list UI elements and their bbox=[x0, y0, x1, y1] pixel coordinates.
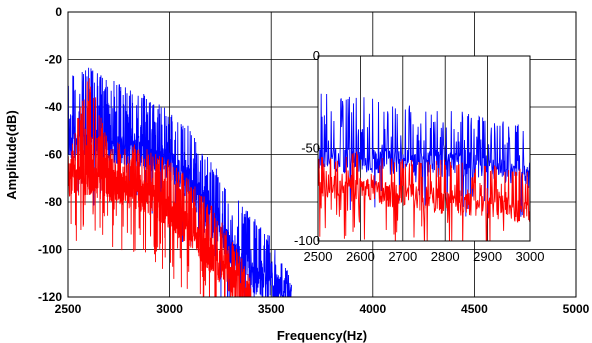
inset-x-ticks: 2500 2600 2700 2800 2900 3000 bbox=[304, 249, 545, 264]
main-x-tick-label: 3000 bbox=[156, 302, 183, 316]
inset-x-tick-label: 2600 bbox=[346, 249, 375, 264]
main-y-tick-label: -80 bbox=[45, 195, 63, 209]
inset-y-tick-label: -100 bbox=[294, 233, 320, 248]
inset-series-red-line bbox=[318, 151, 530, 241]
x-axis-title: Frequency(Hz) bbox=[277, 328, 367, 343]
inset-y-tick-label: 0 bbox=[313, 48, 320, 63]
main-x-tick-label: 2500 bbox=[55, 302, 82, 316]
main-x-tick-label: 4000 bbox=[359, 302, 386, 316]
main-plot-frame bbox=[67, 11, 577, 298]
main-y-tick-label: 0 bbox=[55, 5, 62, 19]
inset-y-tick-label: -50 bbox=[301, 141, 320, 156]
main-series-red-line bbox=[68, 78, 252, 297]
inset-x-tick-label: 2900 bbox=[473, 249, 502, 264]
inset-x-tick-label: 3000 bbox=[516, 249, 545, 264]
main-y-tick-label: -120 bbox=[38, 290, 62, 304]
inset-plot-frame bbox=[317, 55, 531, 242]
inset-x-tick-label: 2500 bbox=[304, 249, 333, 264]
main-y-ticks: 0 -20 -40 -60 -80 -100 -120 bbox=[38, 5, 62, 304]
main-y-tick-label: -40 bbox=[45, 100, 63, 114]
inset-y-ticks: 0 -50 -100 bbox=[294, 48, 320, 248]
main-y-tick-label: -60 bbox=[45, 148, 63, 162]
main-y-tick-label: -100 bbox=[38, 243, 62, 257]
y-axis-title: Amplitude(dB) bbox=[4, 110, 19, 200]
main-y-tick-label: -20 bbox=[45, 53, 63, 67]
inset-series-blue-line bbox=[318, 93, 530, 217]
main-x-ticks: 2500 3000 3500 4000 4500 5000 bbox=[55, 302, 590, 316]
main-x-tick-label: 3500 bbox=[258, 302, 285, 316]
main-x-tick-label: 4500 bbox=[461, 302, 488, 316]
main-x-tick-label: 5000 bbox=[563, 302, 590, 316]
inset-x-tick-label: 2800 bbox=[431, 249, 460, 264]
inset-traces bbox=[318, 93, 530, 241]
inset-x-tick-label: 2700 bbox=[388, 249, 417, 264]
main-traces bbox=[68, 67, 292, 297]
inset-plot: 2500 2600 2700 2800 2900 3000 0 -50 -100 bbox=[294, 48, 544, 264]
